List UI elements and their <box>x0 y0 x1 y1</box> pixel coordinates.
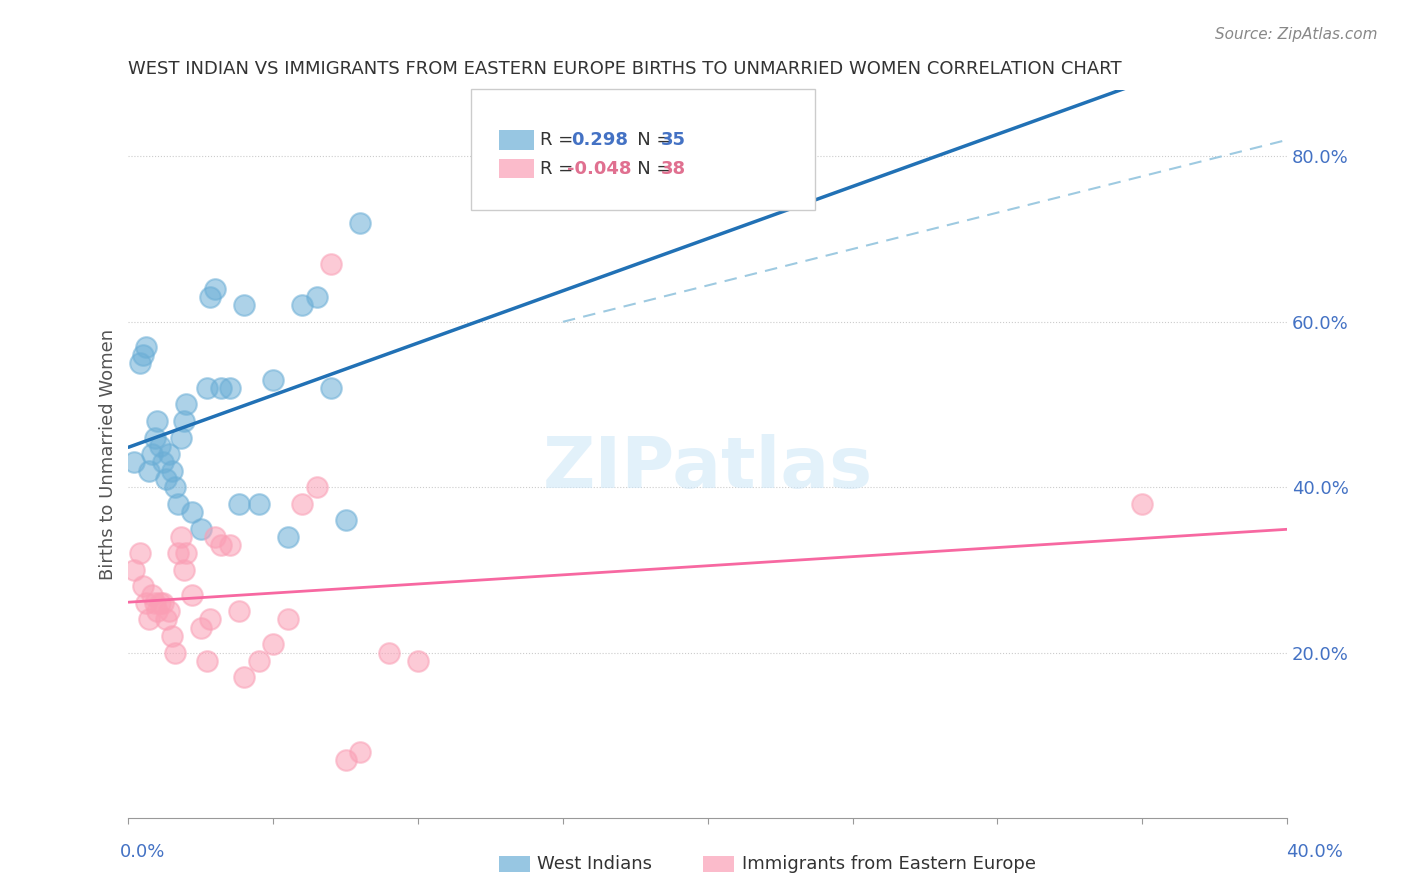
Text: 0.0%: 0.0% <box>120 843 165 861</box>
Point <box>155 612 177 626</box>
Point <box>218 381 240 395</box>
Point <box>305 480 328 494</box>
Text: Immigrants from Eastern Europe: Immigrants from Eastern Europe <box>742 855 1036 873</box>
Point <box>262 637 284 651</box>
Point <box>146 414 169 428</box>
Point <box>149 439 172 453</box>
Point <box>138 612 160 626</box>
Point <box>321 257 343 271</box>
Text: 38: 38 <box>661 160 686 178</box>
Point <box>335 513 357 527</box>
Point <box>141 588 163 602</box>
Point <box>157 604 180 618</box>
Point <box>122 455 145 469</box>
Point <box>204 530 226 544</box>
Point <box>166 546 188 560</box>
Point <box>169 530 191 544</box>
Point <box>406 654 429 668</box>
Point <box>149 596 172 610</box>
Point <box>181 505 204 519</box>
Point <box>129 356 152 370</box>
Point <box>129 546 152 560</box>
Point <box>291 298 314 312</box>
Point <box>163 480 186 494</box>
Point <box>291 497 314 511</box>
Point <box>166 497 188 511</box>
Point <box>190 621 212 635</box>
Point <box>335 753 357 767</box>
Text: ZIPatlas: ZIPatlas <box>543 434 873 503</box>
Point <box>141 447 163 461</box>
Point <box>262 373 284 387</box>
Point <box>378 646 401 660</box>
Point <box>157 447 180 461</box>
Text: West Indians: West Indians <box>537 855 652 873</box>
Point <box>321 381 343 395</box>
Text: -0.048: -0.048 <box>567 160 631 178</box>
Point <box>247 497 270 511</box>
Point <box>135 340 157 354</box>
Point <box>233 298 256 312</box>
Point <box>160 629 183 643</box>
Point <box>152 455 174 469</box>
Point <box>132 579 155 593</box>
Y-axis label: Births to Unmarried Women: Births to Unmarried Women <box>100 328 117 580</box>
Point <box>218 538 240 552</box>
Point <box>305 290 328 304</box>
Point <box>152 596 174 610</box>
Point <box>138 464 160 478</box>
Point <box>160 464 183 478</box>
Point <box>135 596 157 610</box>
Point <box>349 745 371 759</box>
Text: 35: 35 <box>661 131 686 149</box>
Point <box>1130 497 1153 511</box>
Point <box>277 612 299 626</box>
Point <box>122 563 145 577</box>
Point <box>198 290 221 304</box>
Point <box>349 216 371 230</box>
Point <box>143 431 166 445</box>
Text: Source: ZipAtlas.com: Source: ZipAtlas.com <box>1215 27 1378 42</box>
Text: R =: R = <box>540 160 579 178</box>
Point <box>209 381 232 395</box>
Point <box>176 546 198 560</box>
Point <box>176 397 198 411</box>
Point <box>195 381 218 395</box>
Point <box>181 588 204 602</box>
Text: 40.0%: 40.0% <box>1286 843 1343 861</box>
Text: 0.298: 0.298 <box>571 131 628 149</box>
Point <box>228 604 250 618</box>
Point <box>204 282 226 296</box>
Point <box>143 596 166 610</box>
Point <box>233 670 256 684</box>
Text: WEST INDIAN VS IMMIGRANTS FROM EASTERN EUROPE BIRTHS TO UNMARRIED WOMEN CORRELAT: WEST INDIAN VS IMMIGRANTS FROM EASTERN E… <box>128 60 1122 78</box>
Point <box>169 431 191 445</box>
Point <box>163 646 186 660</box>
Point <box>247 654 270 668</box>
Point <box>146 604 169 618</box>
Point <box>155 472 177 486</box>
Point <box>173 414 195 428</box>
Text: R =: R = <box>540 131 585 149</box>
Point <box>195 654 218 668</box>
Point <box>209 538 232 552</box>
Text: N =: N = <box>620 160 678 178</box>
Text: N =: N = <box>620 131 678 149</box>
Point <box>132 348 155 362</box>
Point <box>277 530 299 544</box>
Point <box>173 563 195 577</box>
Point <box>228 497 250 511</box>
Point <box>198 612 221 626</box>
Point <box>190 522 212 536</box>
